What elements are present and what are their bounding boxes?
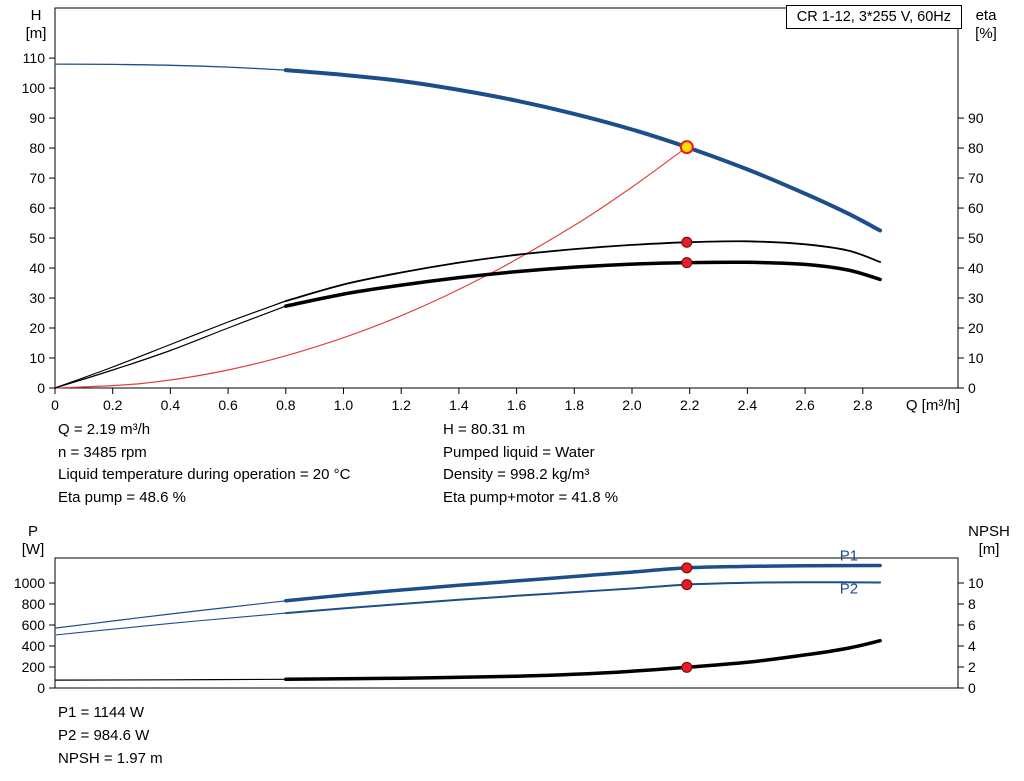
stat-npsh: NPSH = 1.97 m bbox=[58, 750, 163, 767]
p1-curve-thin bbox=[54, 600, 287, 629]
left-tick-label: 90 bbox=[29, 110, 45, 126]
x-tick-label: 1.8 bbox=[565, 397, 585, 413]
right-tick-label: 2 bbox=[968, 659, 976, 675]
stat-liquid-temp: Liquid temperature during operation = 20… bbox=[58, 466, 351, 483]
left-tick-label: 600 bbox=[22, 617, 46, 633]
right-tick-label: 60 bbox=[968, 200, 984, 216]
eta-pump-motor-point bbox=[681, 257, 693, 269]
right-axis-label: NPSH bbox=[968, 523, 1010, 540]
left-tick-label: 80 bbox=[29, 140, 45, 156]
right-tick-label: 30 bbox=[968, 290, 984, 306]
duty-stats-left: Q = 2.19 m³/h n = 3485 rpm Liquid temper… bbox=[58, 419, 350, 509]
left-tick-label: 0 bbox=[37, 680, 45, 696]
right-tick-label: 20 bbox=[968, 320, 984, 336]
stat-q: Q = 2.19 m³/h bbox=[58, 421, 151, 438]
x-tick-label: 2.2 bbox=[680, 397, 700, 413]
head-efficiency-chart: 0 10 20 30 40 50 60 70 80 90 100 110 0 10 20 30 40 50 60 70… bbox=[22, 7, 998, 414]
right-tick-label: 40 bbox=[968, 260, 984, 276]
eta-pump-curve bbox=[284, 240, 881, 302]
eta-pump-motor-curve-thin bbox=[54, 305, 287, 389]
left-tick-label: 100 bbox=[22, 80, 46, 96]
stat-pumped-liquid: Pumped liquid = Water bbox=[443, 443, 595, 461]
left-axis-label: [m] bbox=[26, 25, 47, 42]
x-tick-label: 2.4 bbox=[738, 397, 758, 413]
npsh-curve bbox=[284, 638, 882, 682]
eta-pump-curve-thin bbox=[54, 300, 287, 389]
duty-point bbox=[679, 140, 694, 155]
right-tick-label: 70 bbox=[968, 170, 984, 186]
left-tick-label: 30 bbox=[29, 290, 45, 306]
left-tick-label: 400 bbox=[22, 638, 46, 654]
x-tick-label: 0.2 bbox=[103, 397, 123, 413]
right-axis-label: eta bbox=[976, 7, 998, 24]
left-tick-label: 1000 bbox=[14, 575, 45, 591]
pump-title-box: CR 1-12, 3*255 V, 60Hz bbox=[785, 5, 962, 29]
left-tick-label: 0 bbox=[37, 380, 45, 396]
right-axis-label: [m] bbox=[979, 541, 1000, 558]
stat-p1: P1 = 1144 W bbox=[58, 704, 145, 721]
head-curve bbox=[283, 68, 883, 233]
system-curve bbox=[54, 146, 688, 389]
x-tick-label: 2.8 bbox=[853, 397, 873, 413]
p2-curve-thin bbox=[54, 612, 287, 636]
right-axis-label: [%] bbox=[975, 25, 997, 42]
right-tick-label: 90 bbox=[968, 110, 984, 126]
stat-h: H = 80.31 m bbox=[443, 421, 526, 438]
p2-curve bbox=[284, 581, 882, 615]
left-tick-label: 20 bbox=[29, 320, 45, 336]
left-tick-label: 40 bbox=[29, 260, 45, 276]
plot-frame bbox=[54, 557, 959, 689]
npsh-curve-thin bbox=[54, 678, 287, 681]
x-tick-label: 1.2 bbox=[391, 397, 411, 413]
right-tick-label: 10 bbox=[968, 350, 984, 366]
npsh-point bbox=[681, 661, 693, 673]
x-tick-label: 2.0 bbox=[622, 397, 642, 413]
plot-frame bbox=[54, 7, 959, 389]
left-tick-label: 70 bbox=[29, 170, 45, 186]
right-tick-label: 10 bbox=[968, 575, 984, 591]
right-tick-label: 4 bbox=[968, 638, 976, 654]
right-tick-label: 80 bbox=[968, 140, 984, 156]
eta-pump-point bbox=[681, 236, 693, 248]
right-tick-label: 50 bbox=[968, 230, 984, 246]
power-stats: P1 = 1144 W P2 = 984.6 W NPSH = 1.97 m bbox=[58, 701, 163, 770]
stat-n: n = 3485 rpm bbox=[58, 443, 147, 461]
left-tick-label: 200 bbox=[22, 659, 46, 675]
stat-eta-pump: Eta pump = 48.6 % bbox=[58, 488, 186, 506]
left-tick-label: 60 bbox=[29, 200, 45, 216]
x-tick-label: 1.0 bbox=[334, 397, 354, 413]
left-tick-label: 10 bbox=[29, 350, 45, 366]
left-axis-label: P bbox=[28, 523, 38, 540]
stat-eta-pump-motor: Eta pump+motor = 41.8 % bbox=[443, 488, 619, 506]
p2-label: P2 bbox=[840, 580, 858, 597]
x-tick-label: 0.4 bbox=[161, 397, 181, 413]
p1-curve bbox=[284, 563, 882, 603]
p1-point bbox=[681, 562, 693, 574]
duty-stats-right: H = 80.31 m Pumped liquid = Water Densit… bbox=[443, 419, 618, 509]
x-tick-label: 0.6 bbox=[218, 397, 238, 413]
eta-pump-motor-curve bbox=[284, 260, 882, 308]
left-tick-label: 800 bbox=[22, 596, 46, 612]
p1-label: P1 bbox=[840, 547, 858, 564]
left-tick-label: 110 bbox=[23, 50, 46, 66]
x-tick-label: 0.8 bbox=[276, 397, 296, 413]
p2-point bbox=[681, 579, 693, 591]
right-tick-label: 0 bbox=[968, 680, 976, 696]
x-tick-label: 1.4 bbox=[449, 397, 469, 413]
x-tick-label: 0 bbox=[51, 397, 59, 413]
stat-p2: P2 = 984.6 W bbox=[58, 727, 150, 744]
left-axis-label: H bbox=[31, 7, 42, 24]
x-tick-label: 1.6 bbox=[507, 397, 527, 413]
x-axis-label: Q [m³/h] bbox=[906, 397, 960, 414]
right-tick-label: 6 bbox=[968, 617, 976, 633]
right-tick-label: 0 bbox=[968, 380, 976, 396]
x-tick-label: 2.6 bbox=[795, 397, 815, 413]
right-tick-label: 8 bbox=[968, 596, 976, 612]
head-curve-thin bbox=[54, 63, 287, 71]
power-npsh-chart: 0 200 400 600 800 1000 0 2 4 6 8 10 P[W] NPSH[m] P1 P2 bbox=[14, 523, 1010, 696]
stat-density: Density = 998.2 kg/m³ bbox=[443, 466, 590, 483]
left-axis-label: [W] bbox=[22, 541, 45, 558]
left-tick-label: 50 bbox=[29, 230, 45, 246]
